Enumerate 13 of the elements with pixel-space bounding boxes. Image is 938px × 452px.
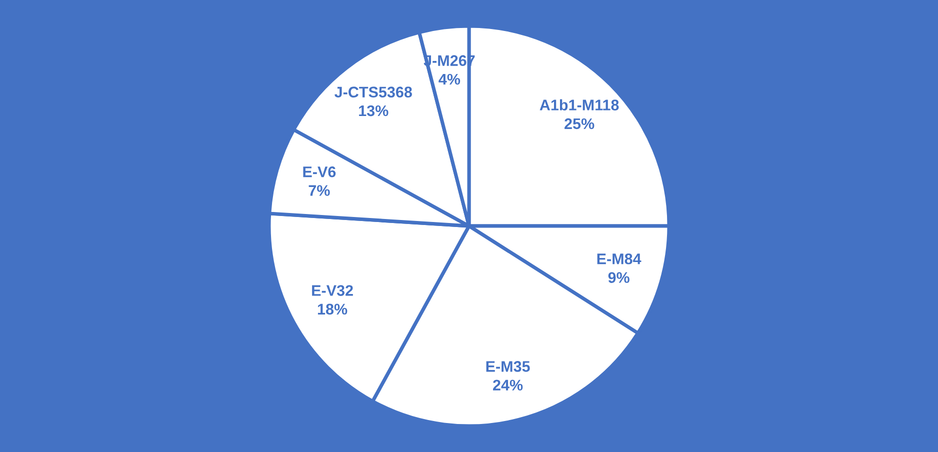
data-label: 25%: [564, 118, 594, 130]
data-label: 7%: [308, 185, 330, 196]
data-label: 13%: [359, 105, 388, 116]
slice-label: A1b1-M118: [540, 99, 619, 110]
data-label: 4%: [438, 74, 460, 85]
slice-label: J-CTS5368: [334, 86, 412, 98]
data-label: 9%: [608, 272, 630, 283]
slice-label: E-V6: [303, 166, 336, 178]
slice-label: E-M35: [486, 361, 530, 372]
data-label: 18%: [318, 304, 348, 315]
slice-label: E-V32: [312, 285, 353, 296]
slice-label: E-M84: [597, 253, 642, 264]
data-label: 24%: [493, 380, 523, 391]
